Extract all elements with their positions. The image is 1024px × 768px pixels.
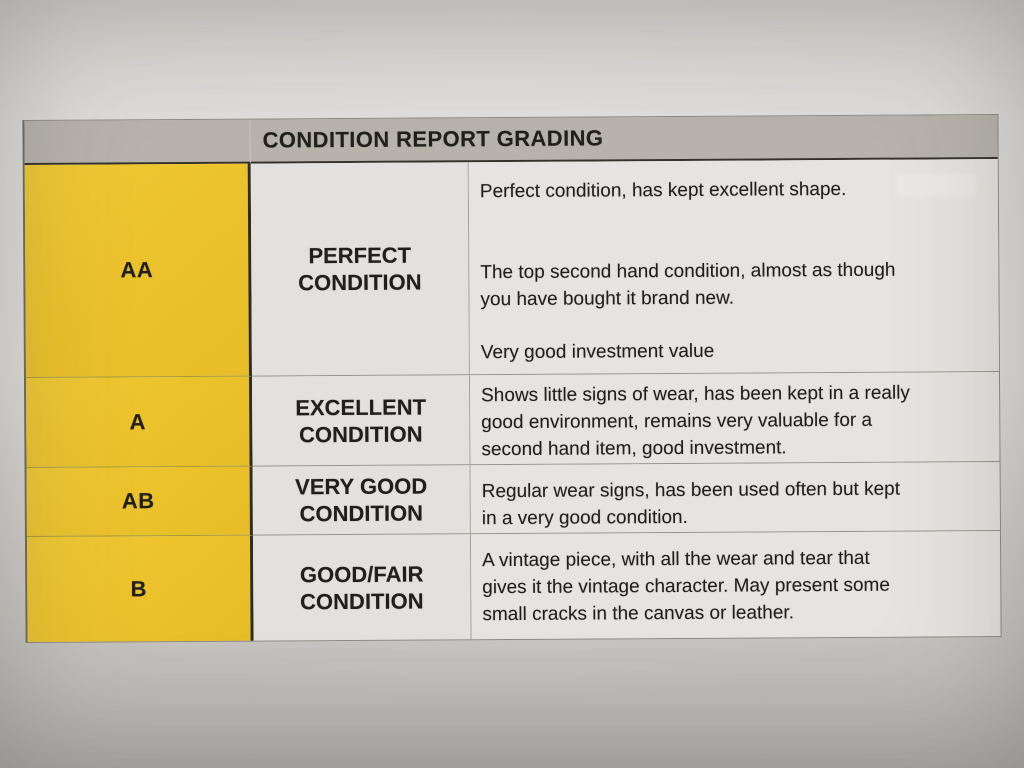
description-line: in a very good condition.: [481, 506, 688, 530]
description-cell-good-fair: A vintage piece, with all the wear and t…: [470, 531, 1001, 640]
grade-text: AB: [121, 488, 155, 514]
header-spacer-cell: [24, 119, 251, 165]
description-line: gives it the vintage character. May pres…: [482, 574, 890, 599]
label-line: PERFECT: [308, 242, 412, 269]
condition-grading-table: CONDITION REPORT GRADING AA PERFECT COND…: [22, 114, 1002, 643]
description-line: second hand item, good investment.: [481, 437, 787, 461]
description-line: you have bought it brand new.: [480, 287, 735, 311]
description-line: Shows little signs of wear, has been kep…: [481, 382, 910, 407]
label-line: CONDITION: [300, 588, 424, 614]
description-line: small cracks in the canvas or leather.: [482, 602, 795, 626]
description-line: good environment, remains very valuable …: [481, 409, 873, 434]
condition-label-cell-excellent: EXCELLENT CONDITION: [251, 375, 471, 467]
description-line: A vintage piece, with all the wear and t…: [482, 547, 870, 572]
label-line: CONDITION: [299, 421, 423, 447]
grade-cell-b: B: [26, 535, 254, 642]
table-title: CONDITION REPORT GRADING: [250, 115, 998, 164]
description-cell-very-good: Regular wear signs, has been used often …: [470, 462, 1000, 535]
grade-cell-ab: AB: [26, 466, 253, 537]
description-line: The top second hand condition, almost as…: [480, 259, 896, 284]
description-cell-perfect: Perfect condition, has kept excellent sh…: [468, 159, 999, 376]
description-line: Very good investment value: [480, 340, 715, 364]
label-line: VERY GOOD: [295, 473, 428, 500]
condition-label-cell-very-good: VERY GOOD CONDITION: [252, 465, 471, 536]
grade-text: B: [130, 575, 148, 601]
description-cell-excellent: Shows little signs of wear, has been kep…: [469, 372, 1000, 466]
label-line: CONDITION: [298, 269, 422, 296]
grade-cell-a: A: [25, 376, 253, 468]
condition-label-cell-good-fair: GOOD/FAIR CONDITION: [252, 534, 472, 641]
grade-text: AA: [120, 257, 154, 283]
label-line: CONDITION: [299, 500, 424, 527]
label-line: EXCELLENT: [295, 394, 427, 420]
table-title-text: CONDITION REPORT GRADING: [262, 125, 604, 153]
grade-cell-aa: AA: [24, 163, 252, 378]
label-line: GOOD/FAIR: [299, 561, 424, 587]
description-line: Regular wear signs, has been used often …: [481, 478, 901, 503]
grade-text: A: [129, 408, 147, 434]
description-line: Perfect condition, has kept excellent sh…: [479, 178, 847, 203]
condition-label-cell-perfect: PERFECT CONDITION: [250, 162, 470, 377]
